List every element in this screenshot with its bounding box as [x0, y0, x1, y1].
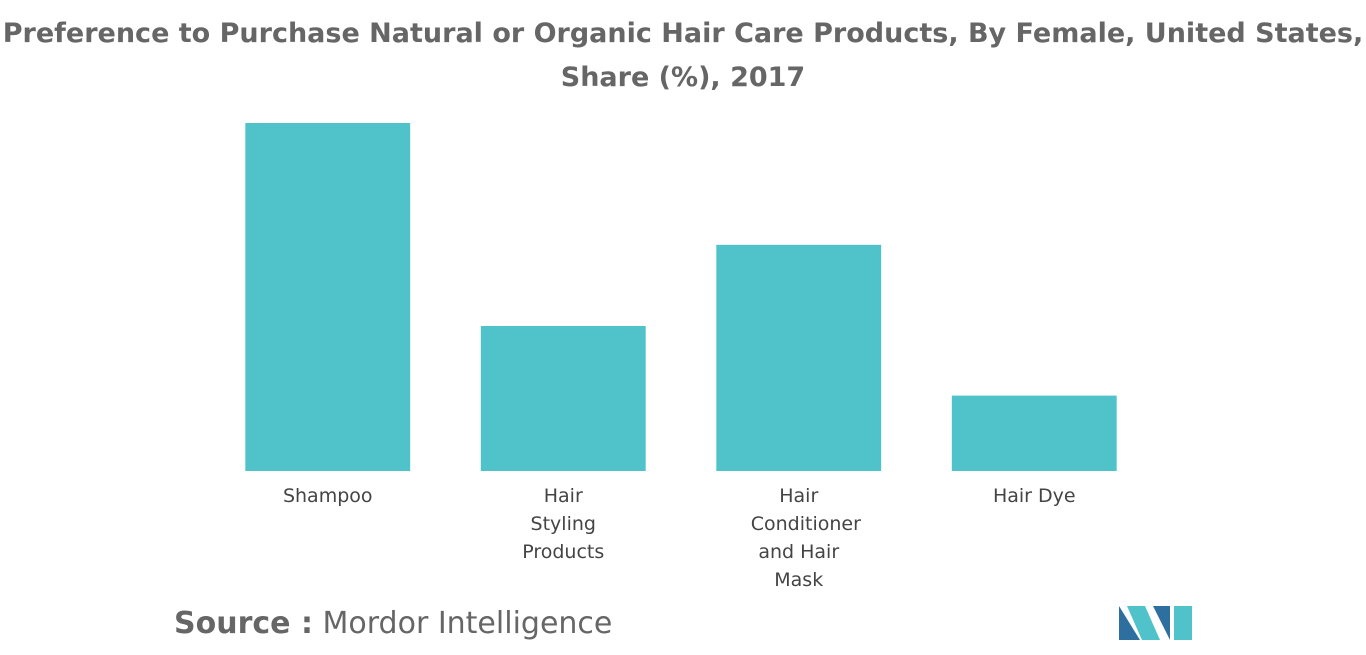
logo	[1119, 606, 1192, 640]
title-line: Preference to Purchase Natural or Organi…	[2, 18, 1364, 49]
bar	[716, 244, 882, 471]
x-tick-label: Hair Dye	[992, 485, 1076, 507]
logo-part	[1174, 606, 1192, 640]
chart-title: Preference to Purchase Natural or Organi…	[0, 12, 1366, 100]
x-tick-label: Hair Styling Products	[522, 485, 605, 563]
bar	[480, 326, 646, 471]
source-label: Source :	[174, 606, 313, 641]
source-text: Mordor Intelligence	[322, 606, 613, 641]
x-tick-label: Shampoo	[282, 485, 373, 507]
source: Source : Mordor Intelligence	[174, 606, 612, 641]
bar	[245, 123, 411, 471]
logo-part	[1119, 606, 1140, 640]
logo-part	[1153, 606, 1170, 640]
subtitle: Share (%), 2017	[560, 62, 806, 93]
logo-part	[1127, 606, 1160, 640]
bar	[951, 395, 1117, 471]
x-tick-label: Hair Conditioner and Hair Mask	[750, 485, 861, 591]
